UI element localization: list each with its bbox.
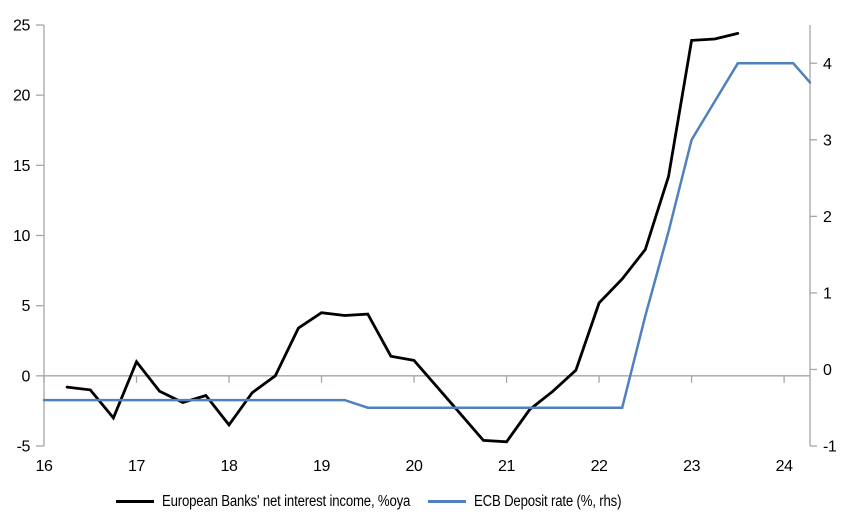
right-axis-tick-label: 4 [823, 56, 832, 73]
x-axis-tick-label: 19 [313, 458, 330, 475]
x-axis-tick-label: 24 [776, 458, 793, 475]
x-axis-tick-label: 21 [498, 458, 515, 475]
x-axis-tick-label: 16 [36, 458, 53, 475]
right-axis-tick-label: -1 [823, 439, 837, 456]
left-axis-tick-label: 5 [22, 298, 31, 315]
left-axis-tick-label: 15 [13, 158, 30, 175]
right-axis-tick-label: 0 [823, 362, 832, 379]
black-line-sample-icon [116, 500, 154, 503]
blue-line-sample-icon [428, 500, 466, 503]
x-axis-tick-label: 22 [591, 458, 608, 475]
left-axis-tick-label: 0 [22, 368, 31, 385]
legend-label-nii: European Banks' net interest income, %oy… [162, 492, 411, 510]
x-axis-tick-label: 18 [221, 458, 238, 475]
left-axis-tick-label: 10 [13, 228, 30, 245]
left-axis-tick-label: 20 [13, 88, 30, 105]
x-axis-tick-label: 20 [406, 458, 423, 475]
x-axis-tick-label: 23 [683, 458, 700, 475]
right-axis-tick-label: 2 [823, 209, 832, 226]
legend-item-ecb-rate: ECB Deposit rate (%, rhs) [428, 493, 647, 510]
left-axis-tick-label: 25 [13, 18, 30, 35]
left-axis-tick-label: -5 [17, 439, 31, 456]
legend-label-ecb-rate: ECB Deposit rate (%, rhs) [474, 492, 622, 510]
legend-item-nii: European Banks' net interest income, %oy… [116, 493, 454, 510]
right-axis-tick-label: 1 [823, 285, 832, 302]
right-axis-tick-label: 3 [823, 132, 832, 149]
series-line-ecb-deposit-rate [42, 62, 812, 409]
x-axis-tick-label: 17 [128, 458, 145, 475]
series-line-banks-net-interest-income [65, 32, 740, 444]
